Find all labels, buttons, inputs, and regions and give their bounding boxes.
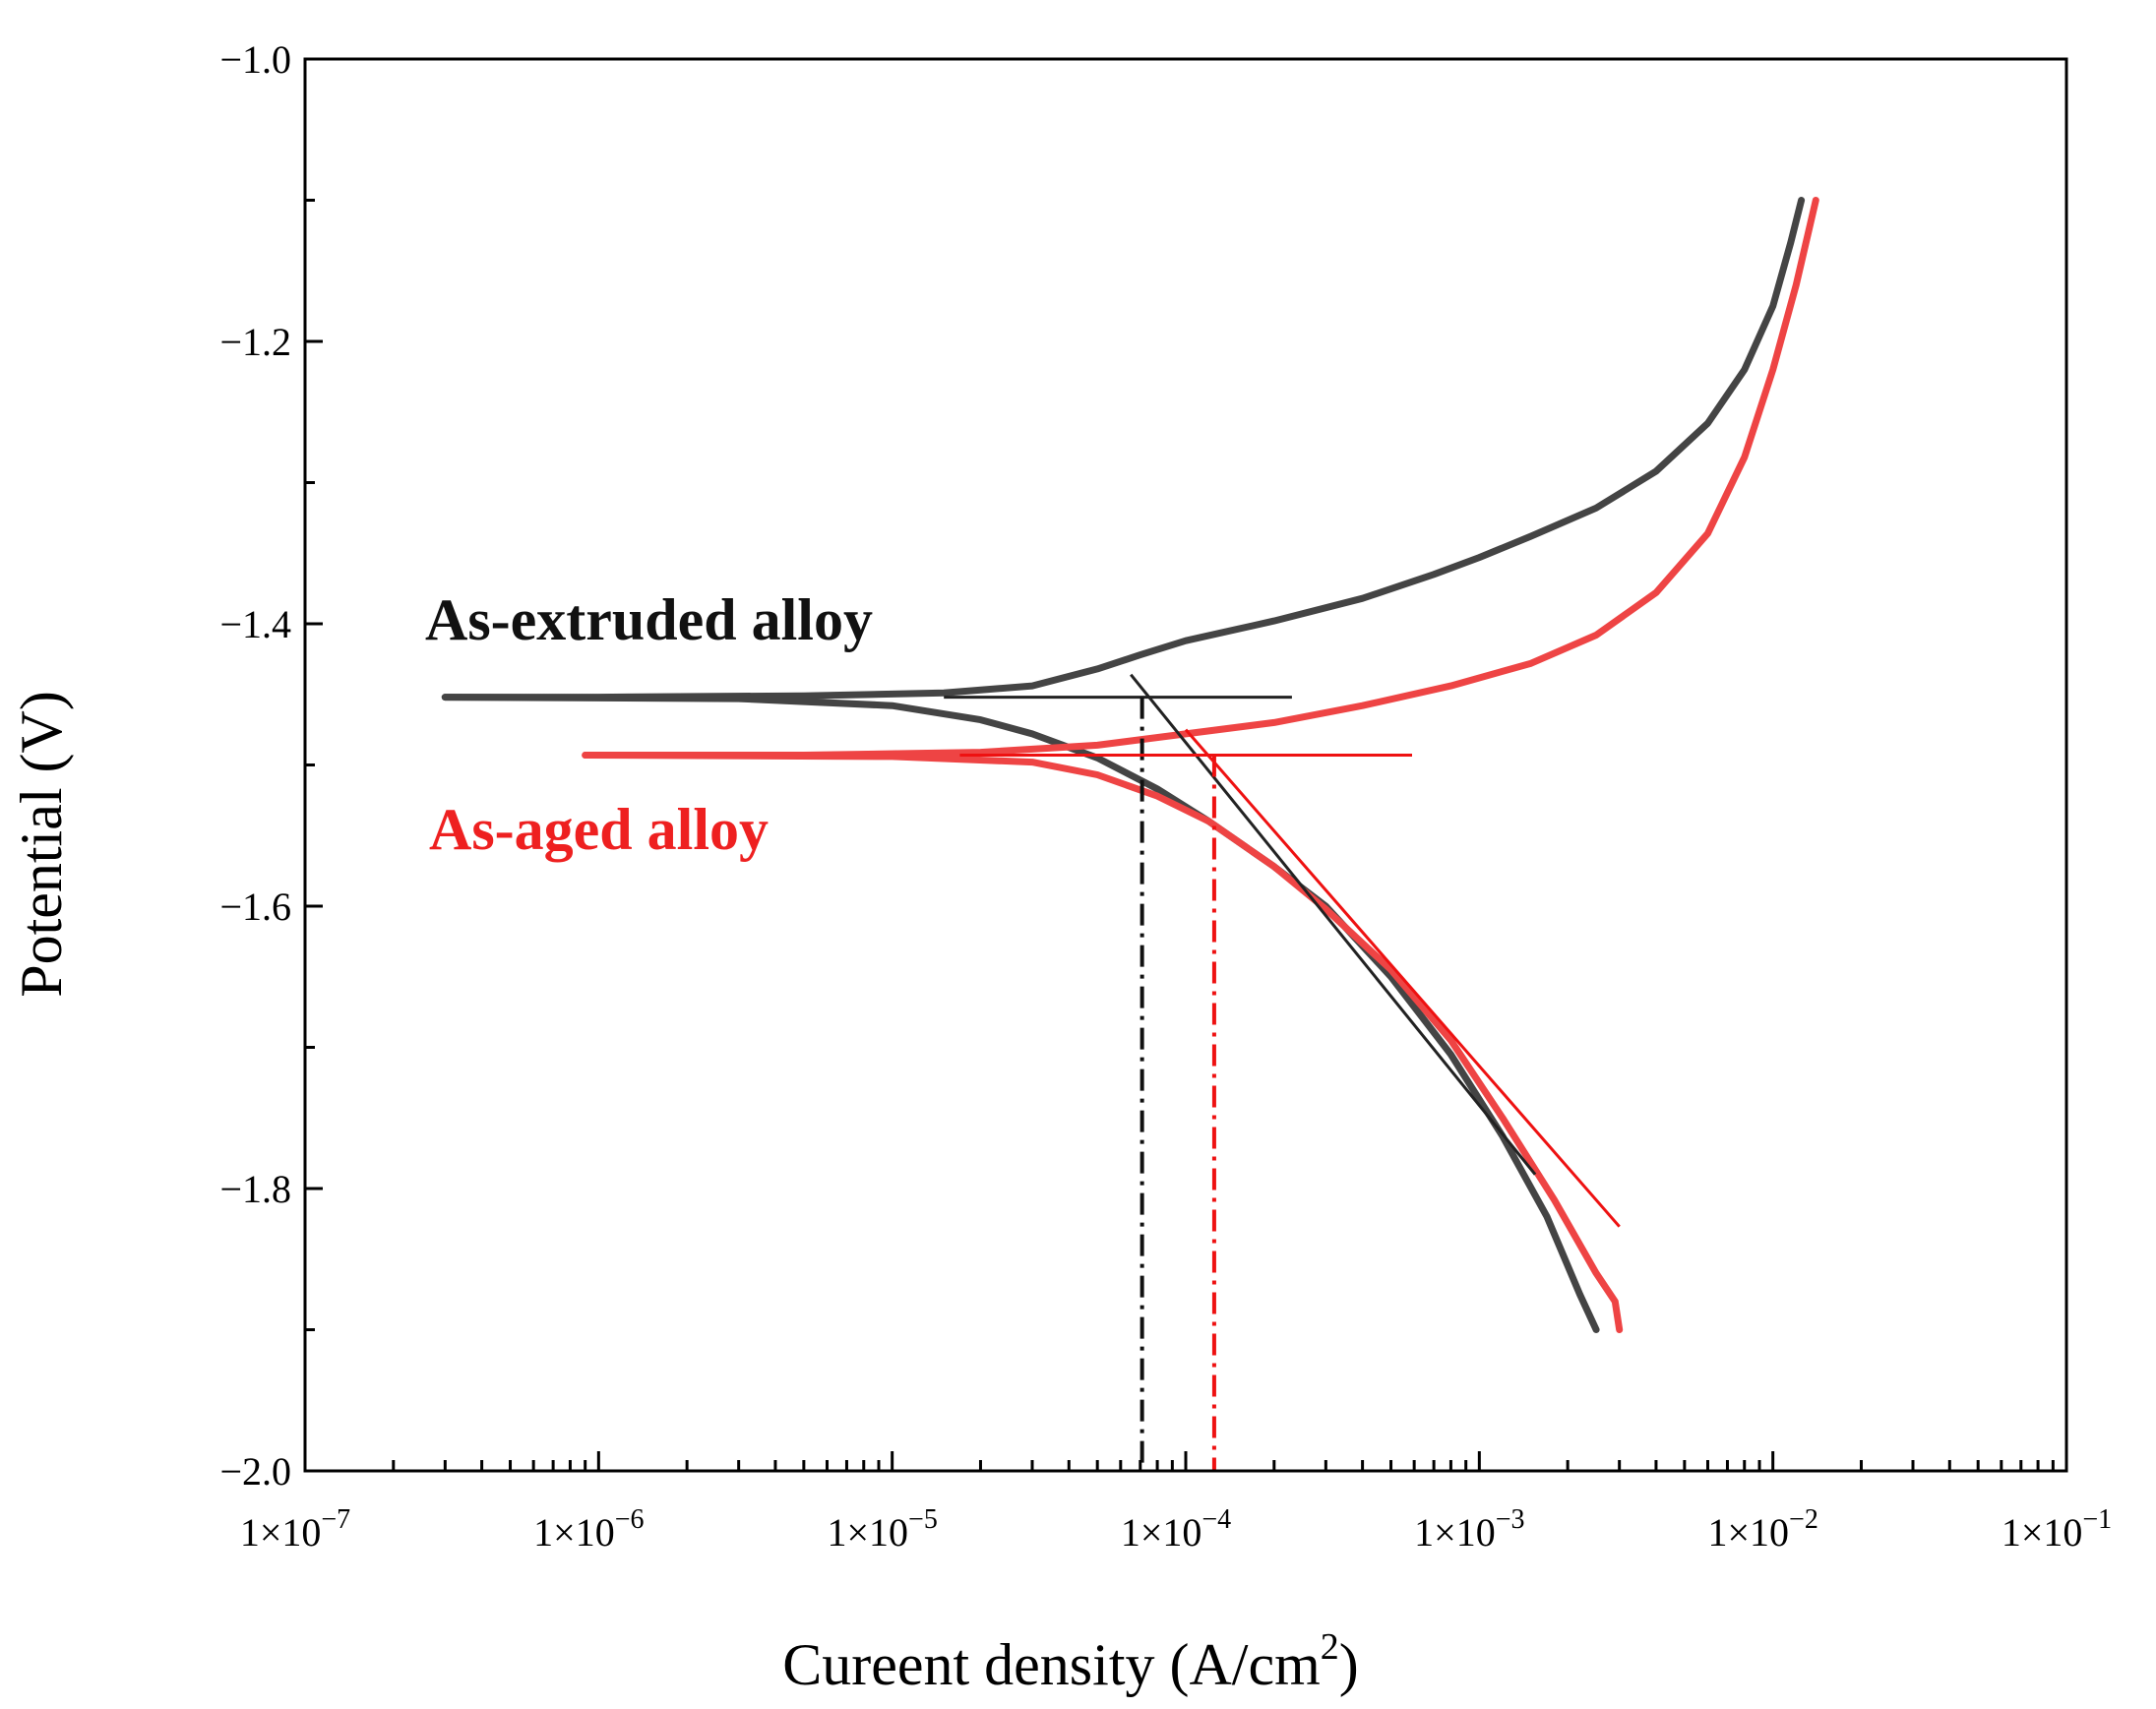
x-axis-title: Cureent density (A/cm2): [782, 1626, 1359, 1697]
x-tick-label: 1×10−3: [1414, 1504, 1524, 1555]
x-tick-label: 1×10−4: [1121, 1504, 1231, 1555]
as-aged-tafel-fit-line: [1184, 728, 1621, 1228]
x-tick-label: 1×10−6: [533, 1504, 644, 1555]
x-tick-label: 1×10−7: [240, 1504, 350, 1555]
as-extruded-label: As-extruded alloy: [425, 587, 873, 652]
y-tick-label: −1.6: [219, 885, 291, 929]
y-tick-label: −1.2: [219, 320, 291, 364]
as-aged-cathodic-curve: [582, 752, 1624, 1333]
y-axis-title: Potential (V): [9, 691, 74, 998]
x-axis-title-superscript: 2: [1321, 1626, 1339, 1668]
as-aged-anodic-curve: [582, 197, 1819, 759]
as-extruded-anodic-curve: [441, 197, 1806, 702]
x-tick-label: 1×10−1: [2002, 1504, 2112, 1555]
tafel-fit-layer: [944, 673, 1621, 1471]
series-layer: [441, 197, 1819, 1333]
x-tick-label: 1×10−5: [827, 1504, 937, 1555]
y-tick-label: −1.4: [219, 602, 291, 646]
x-tick-label: 1×10−2: [1707, 1504, 1817, 1555]
x-axis-title-suffix: ): [1339, 1632, 1359, 1697]
x-axis-ticks: 1×10−7 1×10−6 1×10−5 1×10−4 1×10−3 1×10−2 1×10…: [240, 1451, 2112, 1555]
y-tick-label: −2.0: [219, 1449, 291, 1494]
x-axis-title-text: Cureent density (A/cm: [782, 1632, 1321, 1697]
y-axis-ticks: −2.0 −1.8 −1.6 −1.4 −1.2 −1.0: [219, 37, 323, 1494]
as-aged-label: As-aged alloy: [429, 797, 769, 862]
as-extruded-tafel-fit-line: [1130, 673, 1537, 1176]
y-tick-label: −1.0: [219, 37, 291, 82]
y-tick-label: −1.8: [219, 1167, 291, 1211]
